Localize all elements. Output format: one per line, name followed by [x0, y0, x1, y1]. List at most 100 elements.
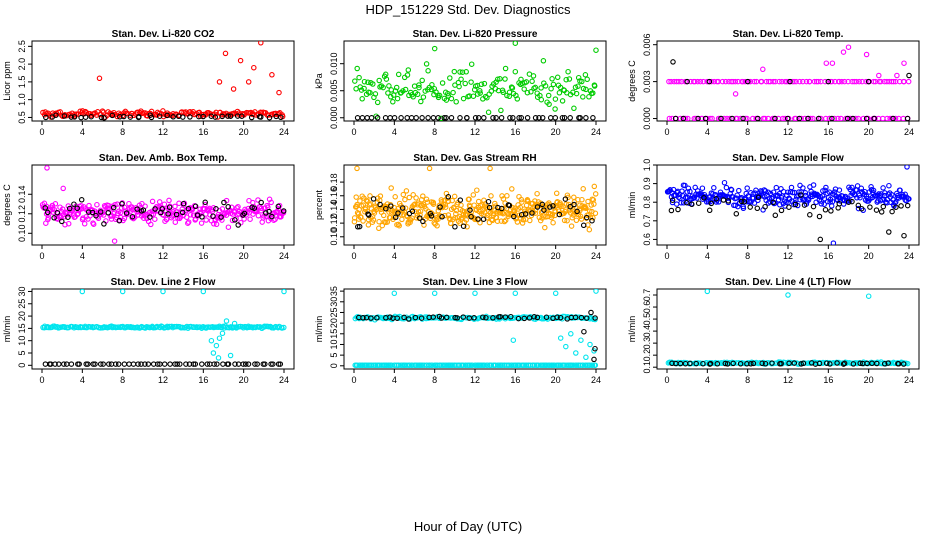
outlier-point: [578, 337, 584, 343]
data-point: [121, 215, 128, 222]
data-point: [477, 90, 483, 96]
data-point: [815, 78, 821, 85]
data-point: [573, 217, 580, 224]
data-point: [409, 208, 416, 215]
data-point: [892, 115, 899, 121]
data-point: [430, 314, 436, 320]
data-point: [707, 360, 714, 367]
outlier-point: [426, 165, 433, 172]
data-point: [390, 99, 396, 105]
data-point: [534, 314, 541, 321]
data-point: [563, 201, 569, 207]
data-point: [544, 207, 550, 214]
x-tick-label: 8: [432, 127, 437, 137]
y-tick-label: 0.16: [329, 187, 339, 205]
data-point: [577, 202, 583, 208]
data-point: [571, 201, 577, 208]
data-point: [429, 362, 436, 368]
y-tick-label: 15: [329, 329, 339, 339]
data-point: [457, 197, 464, 203]
data-point: [377, 201, 383, 208]
data-point: [810, 203, 817, 210]
data-point: [857, 194, 863, 201]
data-point: [354, 115, 361, 121]
data-point: [185, 205, 192, 212]
data-point: [475, 115, 482, 121]
data-point: [836, 187, 843, 193]
outlier-point: [223, 318, 230, 324]
y-tick-label: 15: [17, 323, 27, 333]
data-point: [380, 84, 386, 91]
data-point: [501, 218, 508, 225]
data-point: [402, 205, 409, 211]
data-point: [511, 213, 517, 220]
data-point: [529, 210, 535, 216]
data-point: [405, 67, 412, 73]
data-point: [871, 115, 877, 121]
data-point: [412, 314, 419, 321]
data-point: [823, 360, 830, 366]
outlier-point: [865, 78, 872, 85]
data-point: [121, 361, 128, 367]
data-point: [793, 78, 799, 85]
data-point: [539, 115, 546, 121]
data-point: [367, 193, 373, 199]
data-point: [410, 192, 416, 198]
data-point: [123, 210, 130, 216]
data-point: [573, 90, 580, 97]
data-point: [822, 78, 828, 85]
data-point: [445, 212, 452, 218]
data-point: [565, 68, 571, 75]
y-tick-label: 1.0: [642, 159, 652, 172]
y-tick-label: 0.10: [17, 225, 27, 243]
data-point: [542, 224, 548, 231]
x-tick-label: 4: [705, 127, 710, 137]
outlier-point: [760, 66, 766, 73]
series-black: [356, 309, 598, 363]
data-point: [234, 205, 240, 211]
data-point: [173, 211, 180, 218]
data-point: [97, 361, 104, 367]
data-point: [575, 74, 582, 81]
data-point: [61, 113, 68, 119]
data-point: [769, 360, 775, 366]
data-point: [468, 61, 475, 67]
y-tick-label: 0.2: [642, 349, 652, 362]
data-point: [520, 217, 527, 223]
data-point: [835, 115, 841, 121]
data-point: [753, 187, 759, 194]
data-point: [187, 114, 193, 120]
data-point: [778, 360, 784, 367]
data-point: [802, 115, 808, 121]
data-point: [689, 201, 695, 208]
x-tick-label: 12: [470, 251, 480, 261]
data-point: [742, 78, 748, 85]
outlier-point: [787, 78, 793, 85]
data-point: [887, 115, 893, 121]
data-point: [818, 201, 825, 207]
data-point: [100, 361, 106, 367]
x-tick-label: 12: [470, 375, 480, 385]
data-point: [708, 200, 715, 207]
outlier-point: [119, 289, 126, 295]
x-tick-label: 12: [783, 127, 793, 137]
data-point: [508, 84, 515, 90]
data-point: [793, 115, 799, 121]
data-point: [392, 194, 398, 200]
data-point: [266, 208, 272, 215]
data-point: [669, 360, 675, 367]
outlier-point: [472, 290, 478, 297]
data-point: [680, 200, 687, 206]
outlier-point: [222, 50, 229, 57]
data-point: [683, 199, 690, 206]
outlier-point: [269, 72, 275, 78]
chart-panel-4: Stan. Dev. Amb. Box Temp. degrees C 0 4 8 12 1…: [2, 153, 295, 261]
data-point: [43, 114, 49, 121]
data-point: [506, 202, 513, 209]
data-point: [392, 214, 399, 221]
data-point: [677, 360, 684, 367]
data-point: [708, 78, 715, 85]
data-point: [820, 188, 826, 194]
data-point: [566, 76, 573, 82]
data-point: [509, 186, 515, 192]
